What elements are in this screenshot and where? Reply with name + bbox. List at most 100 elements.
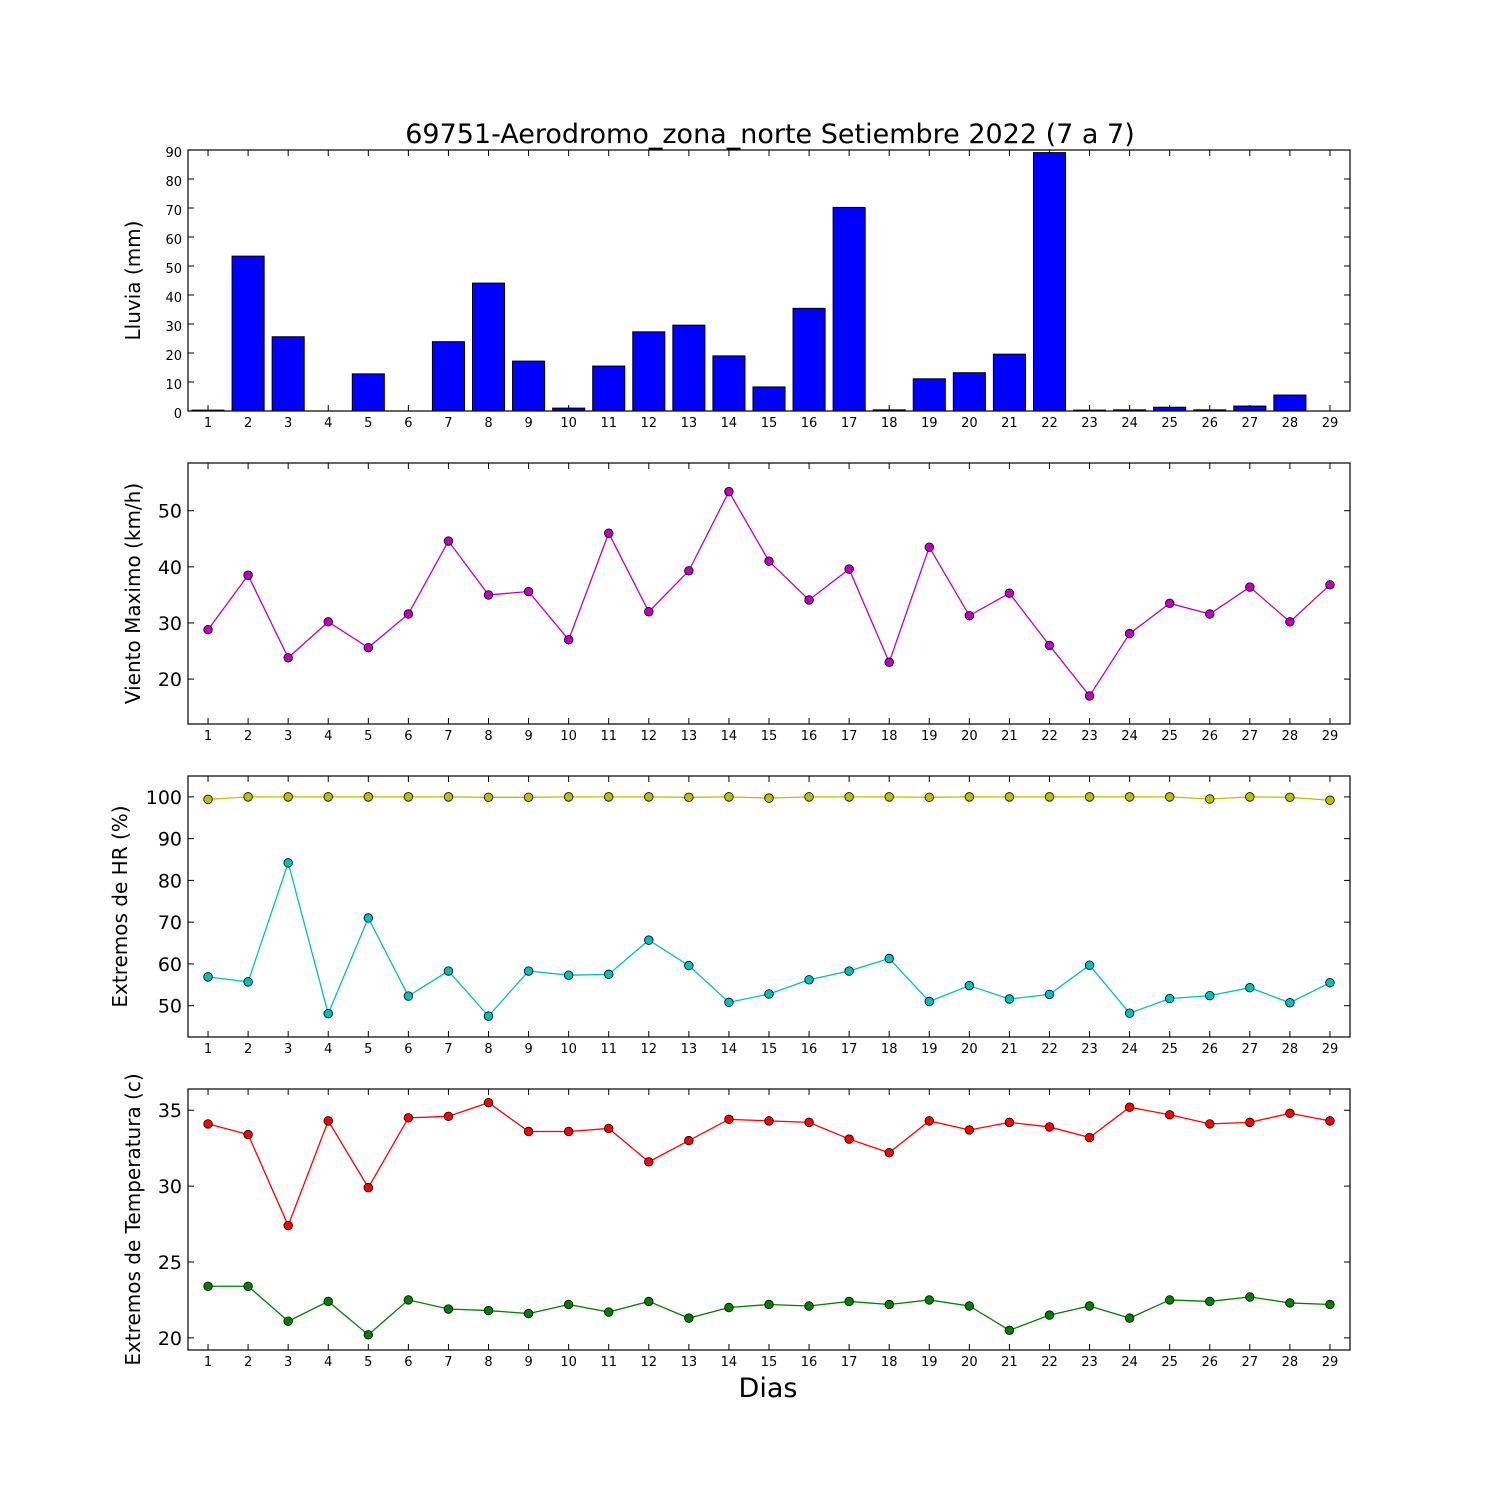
bar	[952, 372, 986, 412]
x-tick-label: 12	[641, 729, 658, 744]
data-point	[323, 1296, 333, 1307]
y-axis-label: Extremos de HR (%)	[108, 805, 132, 1007]
data-point	[644, 1296, 654, 1307]
data-point	[283, 653, 293, 663]
bar	[752, 386, 786, 412]
data-point	[1084, 691, 1095, 701]
data-point	[1124, 1313, 1135, 1323]
x-tick-label: 18	[881, 416, 898, 431]
data-point	[1044, 989, 1055, 1000]
data-point	[924, 1116, 934, 1126]
data-point	[1124, 792, 1135, 802]
x-tick-label: 10	[560, 1042, 577, 1057]
data-point	[1205, 1119, 1215, 1129]
data-point	[804, 1301, 814, 1311]
data-point	[1004, 994, 1015, 1004]
data-point	[283, 792, 293, 802]
x-tick-label: 21	[1001, 1042, 1018, 1057]
data-point	[644, 1157, 654, 1167]
x-tick-label: 21	[1001, 416, 1018, 431]
y-axis-label: Extremos de Temperatura (c)	[121, 1073, 145, 1365]
data-point	[483, 1305, 494, 1316]
x-tick-label: 6	[404, 1355, 412, 1370]
x-tick-label: 2	[244, 416, 252, 431]
data-point	[684, 566, 694, 576]
x-tick-label: 12	[641, 1355, 658, 1370]
data-point	[483, 590, 494, 600]
x-tick-label: 26	[1201, 1355, 1218, 1370]
x-tick-label: 19	[921, 1355, 938, 1370]
x-tick-label: 8	[484, 1355, 492, 1370]
data-point	[1164, 1295, 1175, 1305]
data-point	[363, 913, 374, 923]
data-point	[243, 1129, 253, 1140]
data-point	[924, 1295, 934, 1305]
data-point	[1245, 1117, 1255, 1128]
x-tick-label: 20	[961, 729, 978, 744]
data-point	[443, 792, 454, 802]
data-point	[243, 1281, 253, 1291]
y-tick-label: 40	[158, 557, 182, 579]
data-point	[684, 1313, 694, 1323]
data-point	[523, 586, 534, 597]
x-tick-label: 17	[841, 729, 858, 744]
y-tick-label: 0	[174, 407, 182, 422]
x-tick-label: 17	[841, 1355, 858, 1370]
data-point	[1205, 990, 1215, 1001]
x-tick-label: 1	[204, 1355, 212, 1370]
data-point	[1044, 792, 1055, 802]
x-tick-label: 28	[1282, 1355, 1299, 1370]
data-point	[563, 1299, 574, 1310]
x-tick-label: 7	[444, 729, 452, 744]
bar	[351, 373, 385, 412]
data-point	[764, 989, 774, 999]
x-tick-label: 25	[1161, 416, 1178, 431]
y-tick-label: 60	[165, 233, 182, 248]
data-point	[523, 966, 534, 976]
x-tick-label: 13	[681, 1042, 698, 1057]
x-tick-label: 23	[1081, 729, 1098, 744]
data-point	[724, 792, 734, 802]
data-point	[1285, 1108, 1295, 1118]
x-tick-label: 22	[1041, 416, 1058, 431]
data-point	[764, 793, 774, 803]
data-point	[884, 1299, 894, 1310]
x-tick-label: 16	[801, 1355, 818, 1370]
x-tick-label: 3	[284, 729, 292, 744]
data-point	[1084, 792, 1095, 802]
y-tick-label: 35	[158, 1100, 182, 1122]
x-tick-label: 7	[444, 1042, 452, 1057]
data-point	[1004, 1117, 1015, 1128]
plot-frame	[187, 462, 1351, 725]
data-point	[884, 657, 894, 667]
data-point	[804, 1117, 814, 1128]
data-point	[964, 1125, 975, 1135]
x-tick-label: 4	[324, 729, 332, 744]
data-point	[563, 970, 574, 980]
data-point	[964, 610, 975, 621]
data-point	[1285, 792, 1295, 802]
y-tick-label: 90	[158, 829, 182, 851]
data-point	[563, 1126, 574, 1137]
y-tick-label: 10	[165, 378, 182, 393]
x-axis-label: Dias	[739, 1373, 798, 1404]
y-tick-label: 30	[158, 613, 182, 635]
x-tick-label: 11	[600, 1042, 617, 1057]
y-tick-label: 70	[158, 912, 182, 934]
bar	[592, 365, 626, 412]
data-point	[924, 792, 934, 802]
data-point	[724, 1114, 734, 1125]
data-point	[1325, 1299, 1335, 1310]
data-point	[924, 542, 934, 552]
x-tick-label: 24	[1121, 1355, 1138, 1370]
data-point	[764, 1299, 774, 1310]
x-tick-label: 6	[404, 1042, 412, 1057]
data-point	[1245, 983, 1255, 993]
x-tick-label: 16	[801, 729, 818, 744]
x-tick-label: 20	[961, 1355, 978, 1370]
data-point	[724, 997, 734, 1008]
